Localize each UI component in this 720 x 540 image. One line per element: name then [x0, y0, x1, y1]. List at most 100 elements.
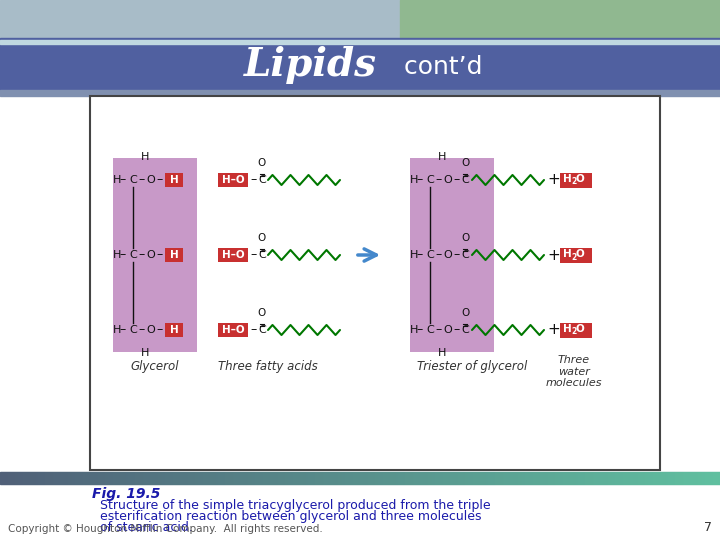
- Text: Glycerol: Glycerol: [131, 360, 179, 373]
- Bar: [220, 472, 221, 484]
- Bar: [32, 472, 33, 484]
- Bar: [118, 472, 119, 484]
- Bar: [681, 472, 682, 484]
- Bar: [489, 472, 490, 484]
- Text: H: H: [170, 325, 179, 335]
- Bar: [709, 472, 710, 484]
- Text: –: –: [157, 248, 163, 261]
- Text: –: –: [120, 173, 126, 186]
- Bar: [8, 472, 9, 484]
- Bar: [0, 0, 720, 40]
- Bar: [401, 472, 402, 484]
- Bar: [602, 472, 603, 484]
- Text: –: –: [251, 248, 257, 261]
- Bar: [103, 472, 104, 484]
- Bar: [304, 472, 305, 484]
- Bar: [175, 472, 176, 484]
- Bar: [549, 472, 550, 484]
- Bar: [481, 472, 482, 484]
- Text: –: –: [436, 323, 442, 336]
- Bar: [517, 472, 518, 484]
- Bar: [560, 472, 561, 484]
- Bar: [396, 472, 397, 484]
- Bar: [364, 472, 365, 484]
- Bar: [691, 472, 692, 484]
- Bar: [40, 472, 41, 484]
- Bar: [341, 472, 342, 484]
- Bar: [59, 472, 60, 484]
- Bar: [52, 472, 53, 484]
- Bar: [504, 472, 505, 484]
- Bar: [58, 472, 59, 484]
- Bar: [406, 472, 407, 484]
- Text: 2: 2: [571, 178, 576, 186]
- Bar: [478, 472, 479, 484]
- Bar: [389, 472, 390, 484]
- Bar: [693, 472, 694, 484]
- Bar: [601, 472, 602, 484]
- Bar: [518, 472, 519, 484]
- Bar: [455, 472, 456, 484]
- Bar: [539, 472, 540, 484]
- Bar: [418, 472, 419, 484]
- Bar: [218, 248, 248, 262]
- Bar: [104, 472, 105, 484]
- Bar: [181, 472, 182, 484]
- Bar: [456, 472, 457, 484]
- Bar: [204, 472, 205, 484]
- Bar: [90, 96, 660, 470]
- Bar: [642, 472, 643, 484]
- Bar: [183, 472, 184, 484]
- Text: H: H: [563, 249, 572, 259]
- Bar: [582, 472, 583, 484]
- Bar: [482, 472, 483, 484]
- Bar: [583, 472, 584, 484]
- Bar: [717, 472, 718, 484]
- Bar: [0, 90, 720, 96]
- Bar: [510, 472, 511, 484]
- Text: O: O: [461, 308, 469, 318]
- Bar: [501, 472, 502, 484]
- Bar: [479, 472, 480, 484]
- Bar: [620, 472, 621, 484]
- Bar: [496, 472, 497, 484]
- Bar: [661, 472, 662, 484]
- Bar: [252, 472, 253, 484]
- Bar: [224, 472, 225, 484]
- Bar: [44, 472, 45, 484]
- Bar: [447, 472, 448, 484]
- Bar: [644, 472, 645, 484]
- Bar: [254, 472, 255, 484]
- Bar: [465, 472, 466, 484]
- Bar: [290, 472, 291, 484]
- Bar: [486, 472, 487, 484]
- Bar: [262, 472, 263, 484]
- Text: 2: 2: [571, 327, 576, 336]
- Bar: [145, 472, 146, 484]
- Text: C: C: [258, 325, 266, 335]
- Bar: [303, 472, 304, 484]
- Bar: [581, 472, 582, 484]
- Bar: [378, 472, 379, 484]
- Bar: [585, 472, 586, 484]
- Bar: [410, 472, 411, 484]
- Bar: [587, 472, 588, 484]
- Bar: [177, 472, 178, 484]
- Bar: [17, 472, 18, 484]
- Bar: [331, 472, 332, 484]
- Bar: [362, 472, 363, 484]
- Bar: [199, 472, 200, 484]
- Bar: [120, 472, 121, 484]
- Bar: [105, 472, 106, 484]
- Bar: [398, 472, 399, 484]
- Bar: [560, 322, 592, 338]
- Text: H–O: H–O: [222, 250, 244, 260]
- Bar: [337, 472, 338, 484]
- Bar: [239, 472, 240, 484]
- Bar: [61, 472, 62, 484]
- Bar: [459, 472, 460, 484]
- Bar: [557, 472, 558, 484]
- Text: –: –: [417, 173, 423, 186]
- Text: C: C: [461, 325, 469, 335]
- Bar: [277, 472, 278, 484]
